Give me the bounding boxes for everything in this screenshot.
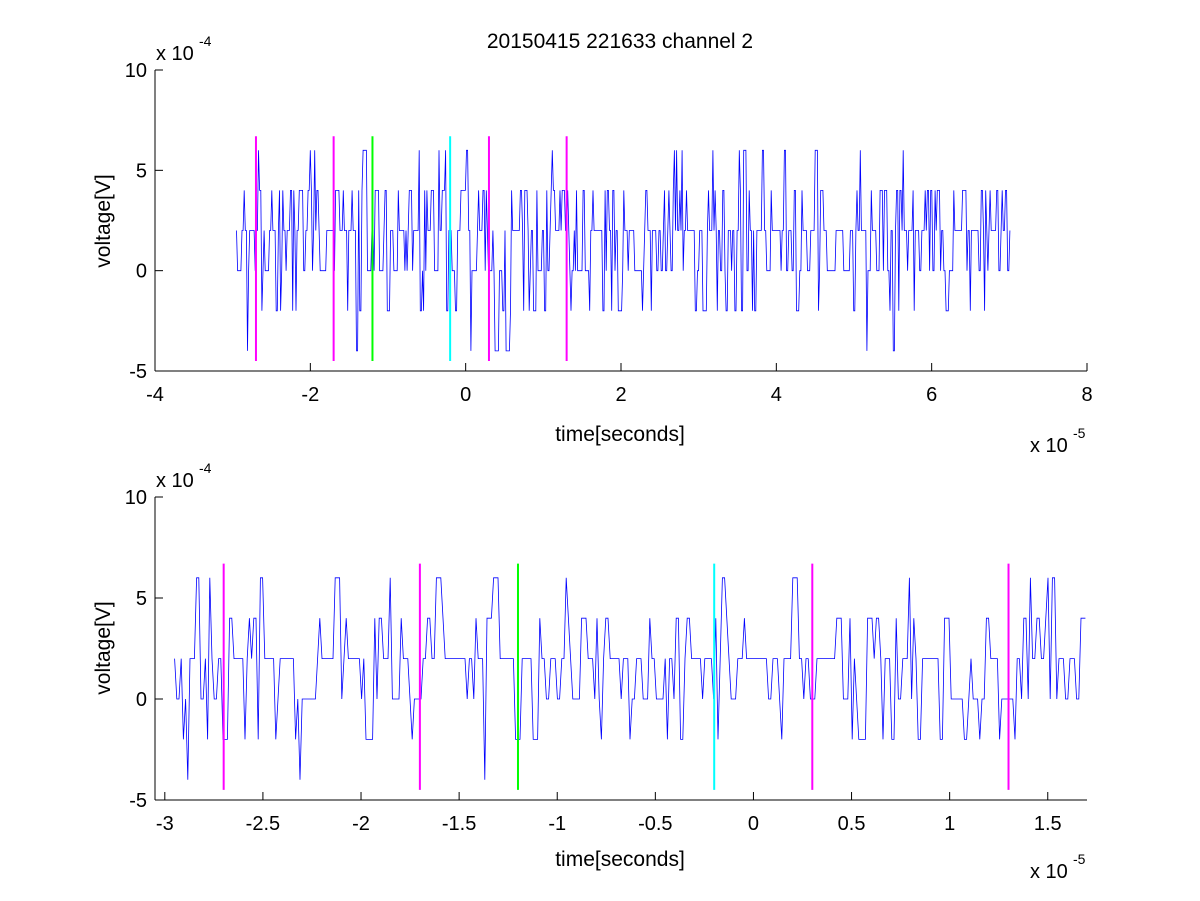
top-x-tick-label: 6 bbox=[926, 384, 937, 406]
bottom-x-tick-label: 0 bbox=[748, 813, 759, 835]
top-marker-layer bbox=[254, 136, 568, 361]
bottom-voltage-trace bbox=[174, 577, 1086, 780]
bottom-y-exponent-base: x 10 bbox=[156, 470, 194, 492]
top-x-axis-label: time[seconds] bbox=[555, 423, 685, 446]
bottom-y-axis-label: voltage[V] bbox=[92, 601, 115, 694]
bottom-tick-layer: -3 -2.5 -2 -1.5 -1 -0.5 0 0.5 1 1.5 -5 0 5 10 bbox=[125, 487, 1062, 835]
bottom-x-tick-label: -0.5 bbox=[638, 813, 672, 835]
bottom-x-exponent-power: -5 bbox=[1073, 851, 1086, 867]
figure-title: 20150415 221633 channel 2 bbox=[487, 30, 753, 53]
top-y-axis-label: voltage[V] bbox=[92, 174, 115, 267]
top-x-tick-label: 8 bbox=[1081, 384, 1092, 406]
top-y-tick-label: -5 bbox=[129, 361, 147, 383]
bottom-x-tick-label: -1 bbox=[548, 813, 566, 835]
top-y-exponent-power: -4 bbox=[199, 33, 212, 49]
top-voltage-trace bbox=[236, 149, 1011, 352]
top-signal-layer bbox=[236, 149, 1011, 352]
top-x-tick-label: 0 bbox=[460, 384, 471, 406]
top-x-tick-label: 2 bbox=[615, 384, 626, 406]
top-x-tick-label: 4 bbox=[771, 384, 782, 406]
bottom-y-exponent-power: -4 bbox=[199, 460, 212, 476]
bottom-x-tick-label: 0.5 bbox=[838, 813, 866, 835]
top-y-exponent-base: x 10 bbox=[156, 43, 194, 65]
bottom-x-tick-label: -2.5 bbox=[246, 813, 280, 835]
bottom-x-tick-label: 1 bbox=[944, 813, 955, 835]
bottom-y-tick-label: 0 bbox=[136, 689, 147, 711]
top-tick-layer: -4 -2 0 2 4 6 8 -5 0 5 10 bbox=[125, 60, 1093, 406]
bottom-x-axis-label: time[seconds] bbox=[555, 848, 685, 871]
top-axes: -4 -2 0 2 4 6 8 -5 0 5 10 time[seconds] voltage[V]… bbox=[92, 33, 1093, 457]
bottom-x-tick-label: -1.5 bbox=[442, 813, 476, 835]
bottom-signal-layer bbox=[174, 577, 1086, 780]
top-x-tick-label: -2 bbox=[301, 384, 319, 406]
top-x-tick-label: -4 bbox=[146, 384, 164, 406]
bottom-x-tick-label: -3 bbox=[156, 813, 174, 835]
bottom-x-tick-label: -2 bbox=[352, 813, 370, 835]
bottom-x-exponent-base: x 10 bbox=[1030, 861, 1068, 883]
top-x-exponent-power: -5 bbox=[1073, 425, 1086, 441]
top-y-tick-label: 0 bbox=[136, 261, 147, 283]
bottom-axes: -3 -2.5 -2 -1.5 -1 -0.5 0 0.5 1 1.5 -5 0 5 10 time[se… bbox=[92, 460, 1087, 883]
top-x-exponent-base: x 10 bbox=[1030, 435, 1068, 457]
bottom-marker-layer bbox=[222, 563, 1010, 790]
top-y-tick-label: 10 bbox=[125, 60, 147, 82]
top-y-tick-label: 5 bbox=[136, 160, 147, 182]
bottom-y-tick-label: -5 bbox=[129, 790, 147, 812]
bottom-y-tick-label: 5 bbox=[136, 588, 147, 610]
bottom-y-tick-label: 10 bbox=[125, 487, 147, 509]
bottom-x-tick-label: 1.5 bbox=[1034, 813, 1062, 835]
